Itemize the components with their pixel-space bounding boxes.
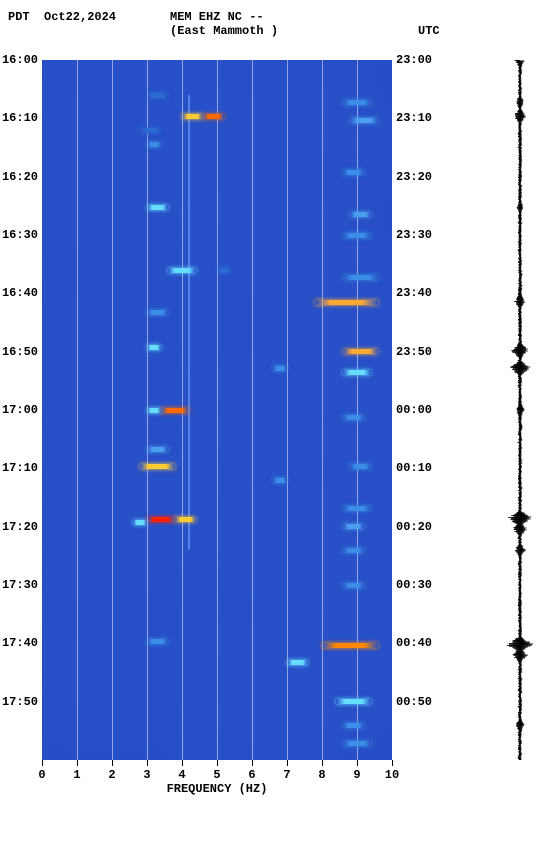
x-tick-label: 3 bbox=[143, 760, 150, 782]
y-tick-left: 16:00 bbox=[2, 53, 42, 67]
y-tick-left: 16:50 bbox=[2, 345, 42, 359]
spectral-hotspot bbox=[350, 212, 371, 217]
spectral-hotspot bbox=[322, 643, 378, 648]
spectral-hotspot bbox=[315, 300, 378, 305]
spectral-hotspot bbox=[273, 478, 287, 483]
spectral-hotspot bbox=[343, 415, 364, 420]
station-line1: MEM EHZ NC -- bbox=[170, 10, 264, 24]
spectral-hotspot bbox=[343, 583, 364, 588]
gridline-v bbox=[357, 60, 358, 760]
gridline-v bbox=[77, 60, 78, 760]
tz-right: UTC bbox=[418, 24, 440, 38]
spectrogram-plot bbox=[42, 60, 392, 760]
x-tick-label: 7 bbox=[283, 760, 290, 782]
spectral-hotspot bbox=[147, 408, 161, 413]
spectral-hotspot bbox=[140, 464, 175, 469]
seismogram-trace bbox=[507, 60, 533, 760]
spectral-hotspot bbox=[203, 114, 224, 119]
spectral-hotspot bbox=[350, 118, 378, 123]
x-tick-label: 8 bbox=[318, 760, 325, 782]
y-tick-right: 00:50 bbox=[392, 695, 432, 709]
spectral-hotspot bbox=[343, 370, 371, 375]
y-tick-right: 00:30 bbox=[392, 578, 432, 592]
spectral-hotspot bbox=[336, 699, 371, 704]
x-tick-label: 6 bbox=[248, 760, 255, 782]
spectral-hotspot bbox=[147, 93, 168, 98]
page: PDT Oct22,2024 MEM EHZ NC -- (East Mammo… bbox=[0, 0, 552, 864]
spectral-hotspot bbox=[182, 114, 203, 119]
seismogram-frame bbox=[500, 60, 540, 760]
y-tick-left: 17:50 bbox=[2, 695, 42, 709]
spectral-hotspot bbox=[273, 366, 287, 371]
spectral-hotspot bbox=[343, 233, 371, 238]
gridline-v bbox=[112, 60, 113, 760]
x-axis-label: FREQUENCY (HZ) bbox=[42, 782, 392, 796]
y-tick-left: 17:20 bbox=[2, 520, 42, 534]
spectral-hotspot bbox=[343, 275, 378, 280]
spectral-hotspot bbox=[161, 408, 189, 413]
spectral-hotspot bbox=[350, 464, 371, 469]
spectral-hotspot bbox=[175, 517, 196, 522]
x-tick-label: 10 bbox=[385, 760, 399, 782]
y-tick-right: 23:10 bbox=[392, 111, 432, 125]
x-tick-label: 4 bbox=[178, 760, 185, 782]
y-tick-left: 16:20 bbox=[2, 170, 42, 184]
spectral-trace bbox=[188, 95, 190, 550]
y-tick-left: 17:00 bbox=[2, 403, 42, 417]
y-tick-right: 23:50 bbox=[392, 345, 432, 359]
x-tick-label: 0 bbox=[38, 760, 45, 782]
gridline-v bbox=[217, 60, 218, 760]
y-tick-right: 23:00 bbox=[392, 53, 432, 67]
y-tick-right: 00:00 bbox=[392, 403, 432, 417]
spectral-hotspot bbox=[343, 723, 364, 728]
x-tick-label: 1 bbox=[73, 760, 80, 782]
x-tick-label: 9 bbox=[353, 760, 360, 782]
spectral-hotspot bbox=[287, 660, 308, 665]
y-tick-right: 23:40 bbox=[392, 286, 432, 300]
spectral-hotspot bbox=[343, 548, 364, 553]
y-tick-left: 17:30 bbox=[2, 578, 42, 592]
y-tick-left: 16:30 bbox=[2, 228, 42, 242]
gridline-v bbox=[322, 60, 323, 760]
spectral-hotspot bbox=[147, 447, 168, 452]
y-tick-right: 23:20 bbox=[392, 170, 432, 184]
y-tick-right: 00:10 bbox=[392, 461, 432, 475]
spectral-hotspot bbox=[147, 517, 175, 522]
spectral-hotspot bbox=[133, 520, 147, 525]
x-tick-label: 5 bbox=[213, 760, 220, 782]
spectrogram-frame: 16:0016:1016:2016:3016:4016:5017:0017:10… bbox=[42, 60, 392, 760]
y-tick-left: 16:10 bbox=[2, 111, 42, 125]
y-tick-left: 16:40 bbox=[2, 286, 42, 300]
spectral-hotspot bbox=[343, 349, 378, 354]
gridline-v bbox=[287, 60, 288, 760]
spectral-hotspot bbox=[343, 506, 371, 511]
spectral-hotspot bbox=[147, 205, 168, 210]
station-line2: (East Mammoth ) bbox=[170, 24, 278, 38]
spectral-hotspot bbox=[147, 310, 168, 315]
y-tick-right: 00:20 bbox=[392, 520, 432, 534]
tz-left: PDT bbox=[8, 10, 30, 24]
x-tick-label: 2 bbox=[108, 760, 115, 782]
spectral-hotspot bbox=[343, 170, 364, 175]
spectral-hotspot bbox=[343, 741, 371, 746]
spectral-hotspot bbox=[147, 639, 168, 644]
y-tick-right: 00:40 bbox=[392, 636, 432, 650]
y-tick-right: 23:30 bbox=[392, 228, 432, 242]
date: Oct22,2024 bbox=[44, 10, 116, 24]
spectral-hotspot bbox=[140, 128, 161, 133]
spectral-hotspot bbox=[343, 100, 371, 105]
spectral-hotspot bbox=[217, 268, 231, 273]
spectral-hotspot bbox=[147, 345, 161, 350]
y-tick-left: 17:40 bbox=[2, 636, 42, 650]
seismogram-plot bbox=[500, 60, 540, 760]
spectral-hotspot bbox=[168, 268, 196, 273]
y-tick-left: 17:10 bbox=[2, 461, 42, 475]
spectral-hotspot bbox=[343, 524, 364, 529]
spectral-hotspot bbox=[147, 142, 161, 147]
gridline-v bbox=[252, 60, 253, 760]
